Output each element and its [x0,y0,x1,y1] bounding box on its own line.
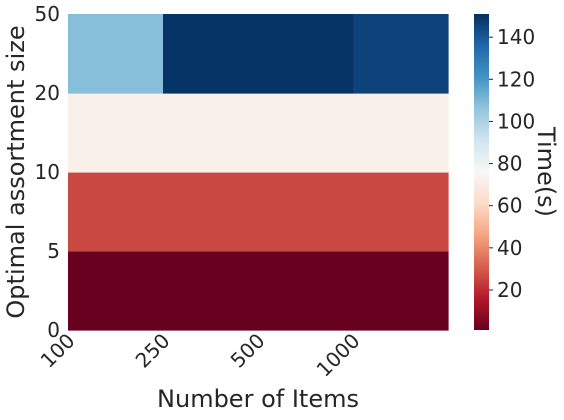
heatmap-cell [163,172,259,252]
colorbar-tick-label: 80 [497,152,522,176]
heatmap-cell [68,251,164,331]
heatmap-cell [163,14,259,94]
colorbar-tick-label: 100 [497,109,535,133]
x-tick-label: 1000 [312,329,365,382]
x-tick-label: 250 [131,329,175,373]
colorbar-tick-label: 60 [497,194,522,218]
y-tick-label: 20 [35,81,60,105]
heatmap-cell [163,93,259,173]
y-axis-label: Optimal assortment size [2,25,30,318]
colorbar-tick-label: 120 [497,67,535,91]
heatmap-cell [353,14,449,94]
heatmap-cell [353,93,449,173]
colorbar-tick-label: 40 [497,236,522,260]
x-tick-label: 500 [226,329,270,373]
colorbar-ticks: 20 40 60 80 100 120 140 [489,25,535,302]
heatmap-cell [258,14,354,94]
x-tick-label: 100 [36,329,80,373]
y-tick-label: 5 [47,239,60,263]
y-tick-label: 10 [35,160,60,184]
colorbar [474,14,489,330]
heatmap-cell [353,251,449,331]
colorbar-tick-label: 20 [497,278,522,302]
colorbar-tick-label: 140 [497,25,535,49]
heatmap-cells [68,14,449,331]
heatmap-cell [68,14,164,94]
heatmap-cell [68,172,164,252]
heatmap-cell [353,172,449,252]
x-axis-ticks: 100 250 500 1000 [36,329,365,382]
heatmap-cell [258,93,354,173]
heatmap-cell [163,251,259,331]
heatmap-cell [258,251,354,331]
y-axis-ticks: 0 5 10 20 50 [35,2,60,342]
y-tick-label: 50 [35,2,60,26]
y-tick-label: 0 [47,318,60,342]
heatmap-cell [68,93,164,173]
x-axis-label: Number of Items [157,385,359,413]
heatmap-cell [258,172,354,252]
colorbar-label: Time(s) [532,126,560,217]
